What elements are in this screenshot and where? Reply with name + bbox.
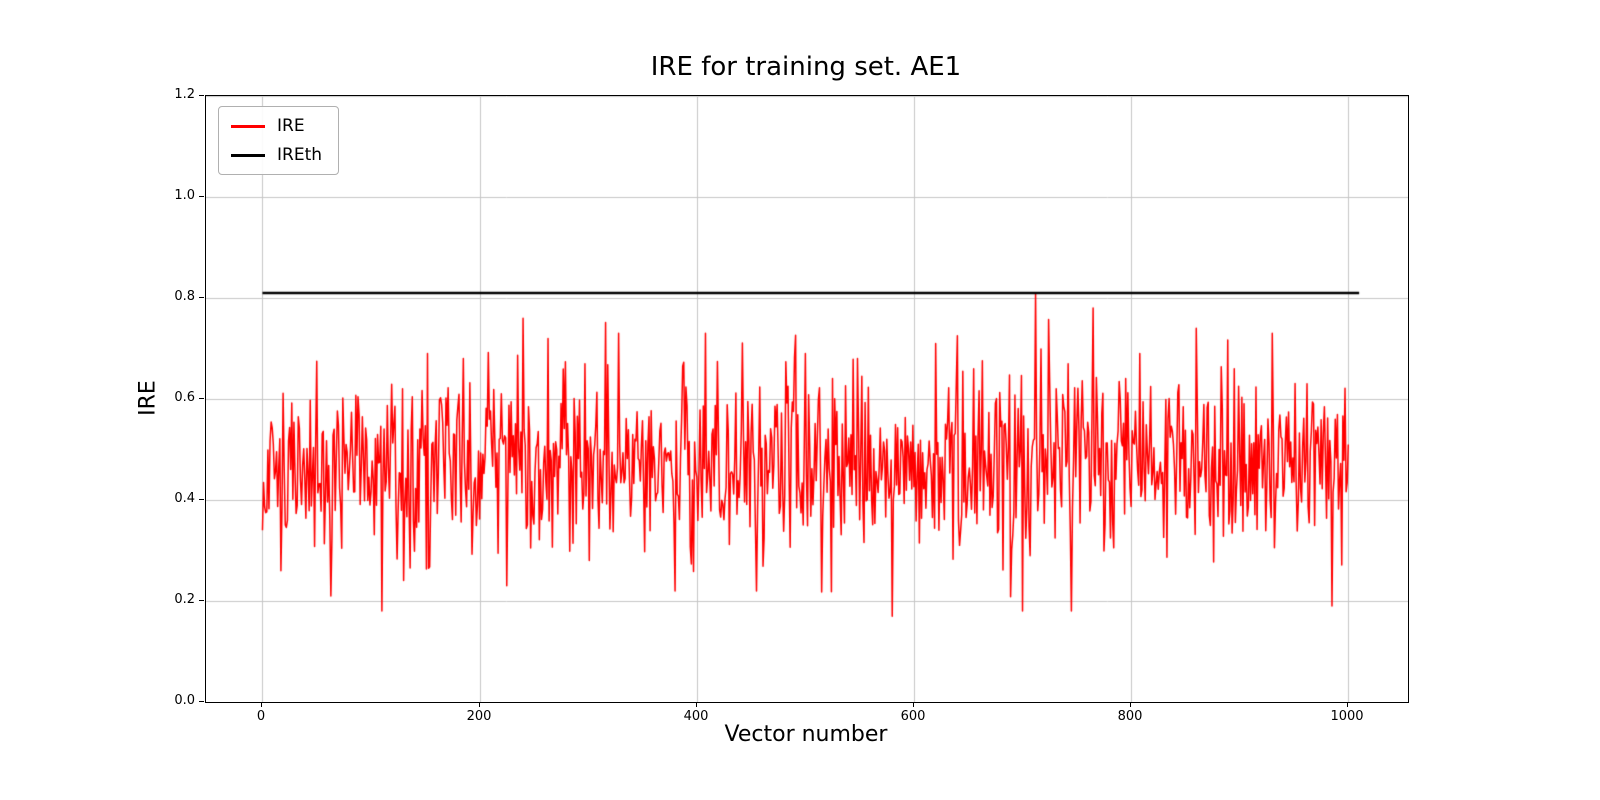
y-tick-label: 0.0 bbox=[174, 693, 195, 708]
x-tick-mark bbox=[1130, 702, 1131, 707]
x-tick-mark bbox=[261, 702, 262, 707]
legend-item-ire: IRE bbox=[231, 116, 322, 136]
y-tick-label: 1.0 bbox=[174, 188, 195, 203]
y-tick-label: 0.4 bbox=[174, 491, 195, 506]
plot-area: IRE IREth bbox=[205, 95, 1409, 703]
y-tick-mark bbox=[199, 196, 204, 197]
y-tick-mark bbox=[199, 95, 204, 96]
x-tick-mark bbox=[696, 702, 697, 707]
x-tick-label: 400 bbox=[683, 709, 709, 724]
x-tick-mark bbox=[1347, 702, 1348, 707]
chart-canvas bbox=[206, 96, 1408, 702]
y-tick-mark bbox=[199, 297, 204, 298]
x-tick-label: 0 bbox=[256, 709, 266, 724]
y-tick-mark bbox=[199, 600, 204, 601]
x-tick-label: 1000 bbox=[1330, 709, 1364, 724]
legend-label-ire: IRE bbox=[277, 116, 305, 136]
chart-title: IRE for training set. AE1 bbox=[650, 52, 962, 82]
x-axis-label: Vector number bbox=[724, 722, 888, 747]
x-tick-mark bbox=[479, 702, 480, 707]
y-tick-mark bbox=[199, 499, 204, 500]
x-tick-label: 600 bbox=[900, 709, 926, 724]
x-tick-label: 800 bbox=[1117, 709, 1143, 724]
legend: IRE IREth bbox=[218, 106, 340, 175]
y-tick-mark bbox=[199, 398, 204, 399]
legend-item-ireth: IREth bbox=[231, 145, 322, 165]
x-tick-mark bbox=[913, 702, 914, 707]
y-tick-mark bbox=[199, 701, 204, 702]
legend-label-ireth: IREth bbox=[277, 145, 323, 165]
y-tick-label: 0.8 bbox=[174, 289, 195, 304]
y-tick-label: 0.2 bbox=[174, 592, 195, 607]
x-tick-label: 200 bbox=[466, 709, 492, 724]
y-tick-label: 0.6 bbox=[174, 390, 195, 405]
legend-line-sample-ireth bbox=[231, 153, 265, 157]
legend-line-sample-ire bbox=[231, 124, 265, 128]
y-tick-label: 1.2 bbox=[174, 87, 195, 102]
